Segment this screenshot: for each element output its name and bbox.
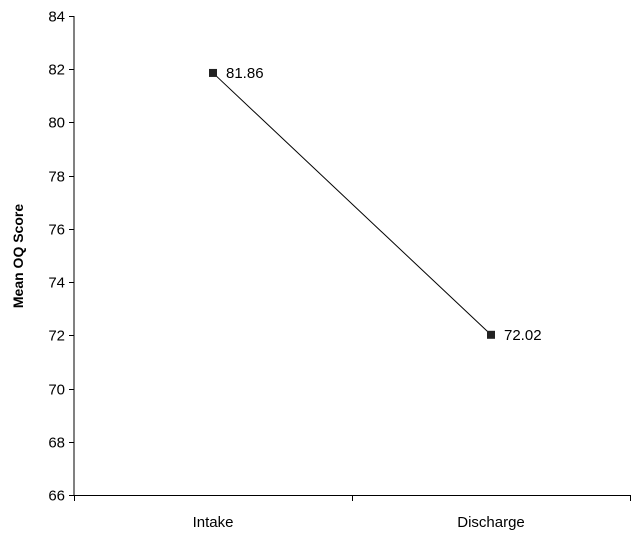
y-tick-label: 66	[48, 488, 65, 505]
x-axis: Intake Discharge	[74, 495, 631, 531]
series-line	[212, 72, 492, 336]
y-tick-label: 80	[48, 115, 65, 132]
data-point-marker	[487, 330, 495, 339]
y-tick-label: 78	[48, 169, 65, 186]
y-axis-title: Mean OQ Score	[10, 204, 26, 308]
data-label: 81.86	[226, 65, 264, 82]
y-axis: 66 68 70 72 74 76 78 80 82 84	[48, 9, 75, 505]
y-tick-label: 70	[48, 382, 65, 399]
y-tick-label: 72	[48, 328, 65, 345]
y-tick-label: 68	[48, 435, 65, 452]
data-point-marker	[209, 68, 217, 77]
y-tick-label: 74	[48, 275, 65, 292]
data-label: 72.02	[504, 327, 542, 344]
y-tick-label: 82	[48, 62, 65, 79]
x-category-label: Intake	[193, 514, 234, 531]
x-category-label: Discharge	[457, 514, 525, 531]
y-tick-label: 84	[48, 9, 65, 26]
y-tick-label: 76	[48, 222, 65, 239]
series: 81.86 72.02	[209, 65, 542, 344]
